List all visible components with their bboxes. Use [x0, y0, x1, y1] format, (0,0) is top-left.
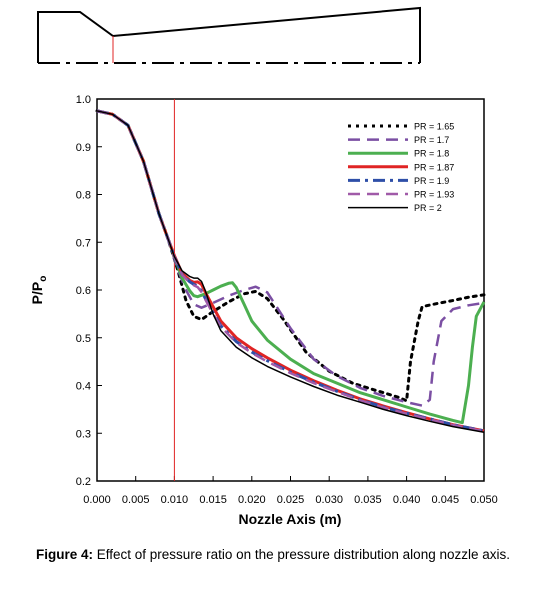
- x-tick-label: 0.015: [199, 494, 227, 506]
- y-axis-ticks: 0.2 0.3 0.4 0.5 0.6 0.7 0.8 0.9 1.0: [76, 94, 102, 488]
- y-axis-label-subscript: o: [38, 276, 49, 282]
- y-tick-label: 0.8: [76, 190, 91, 202]
- x-tick-label: 0.000: [83, 494, 111, 506]
- series-line-4: [96, 109, 485, 433]
- series-line-5: [96, 109, 485, 433]
- series-line-6: [96, 109, 485, 433]
- series-layer: [95, 109, 486, 434]
- y-tick-label: 1.0: [76, 94, 91, 106]
- y-tick-label: 0.6: [76, 285, 91, 297]
- nozzle-outline: [37, 6, 421, 63]
- y-axis-label-main: P/P: [29, 282, 45, 305]
- x-axis-label: Nozzle Axis (m): [239, 511, 342, 527]
- legend-label-4: PR = 1.87: [414, 162, 454, 172]
- x-tick-label: 0.010: [161, 494, 189, 506]
- y-tick-label: 0.2: [76, 476, 91, 488]
- x-tick-label: 0.020: [238, 494, 266, 506]
- y-tick-label: 0.3: [76, 428, 91, 440]
- x-tick-label: 0.025: [277, 494, 305, 506]
- caption-text: Effect of pressure ratio on the pressure…: [93, 547, 510, 562]
- legend-label-1: PR = 1.65: [414, 122, 454, 132]
- x-tick-label: 0.005: [122, 494, 150, 506]
- nozzle-geometry-diagram: [37, 6, 421, 64]
- y-tick-label: 0.9: [76, 142, 91, 154]
- y-tick-label: 0.4: [76, 381, 91, 393]
- x-tick-label: 0.045: [432, 494, 460, 506]
- legend: PR = 1.65 PR = 1.7 PR = 1.8 PR = 1.87 PR = 1…: [348, 122, 454, 213]
- y-tick-label: 0.7: [76, 237, 91, 249]
- x-tick-label: 0.040: [393, 494, 421, 506]
- x-axis-ticks: 0.000 0.005 0.010 0.015 0.020 0.025 0.030 0.035…: [83, 476, 498, 506]
- legend-label-7: PR = 2: [414, 203, 442, 213]
- y-axis-label: P/Po: [29, 276, 49, 305]
- series-line-7: [96, 110, 485, 434]
- x-tick-label: 0.030: [315, 494, 343, 506]
- figure-caption: Figure 4: Effect of pressure ratio on th…: [36, 546, 528, 563]
- legend-label-2: PR = 1.7: [414, 135, 449, 145]
- caption-label: Figure 4:: [36, 547, 94, 562]
- x-tick-label: 0.035: [354, 494, 382, 506]
- legend-label-3: PR = 1.8: [414, 149, 449, 159]
- x-tick-label: 0.050: [470, 494, 498, 506]
- legend-label-5: PR = 1.9: [414, 176, 449, 186]
- legend-label-6: PR = 1.93: [414, 190, 454, 200]
- y-tick-label: 0.5: [76, 333, 91, 345]
